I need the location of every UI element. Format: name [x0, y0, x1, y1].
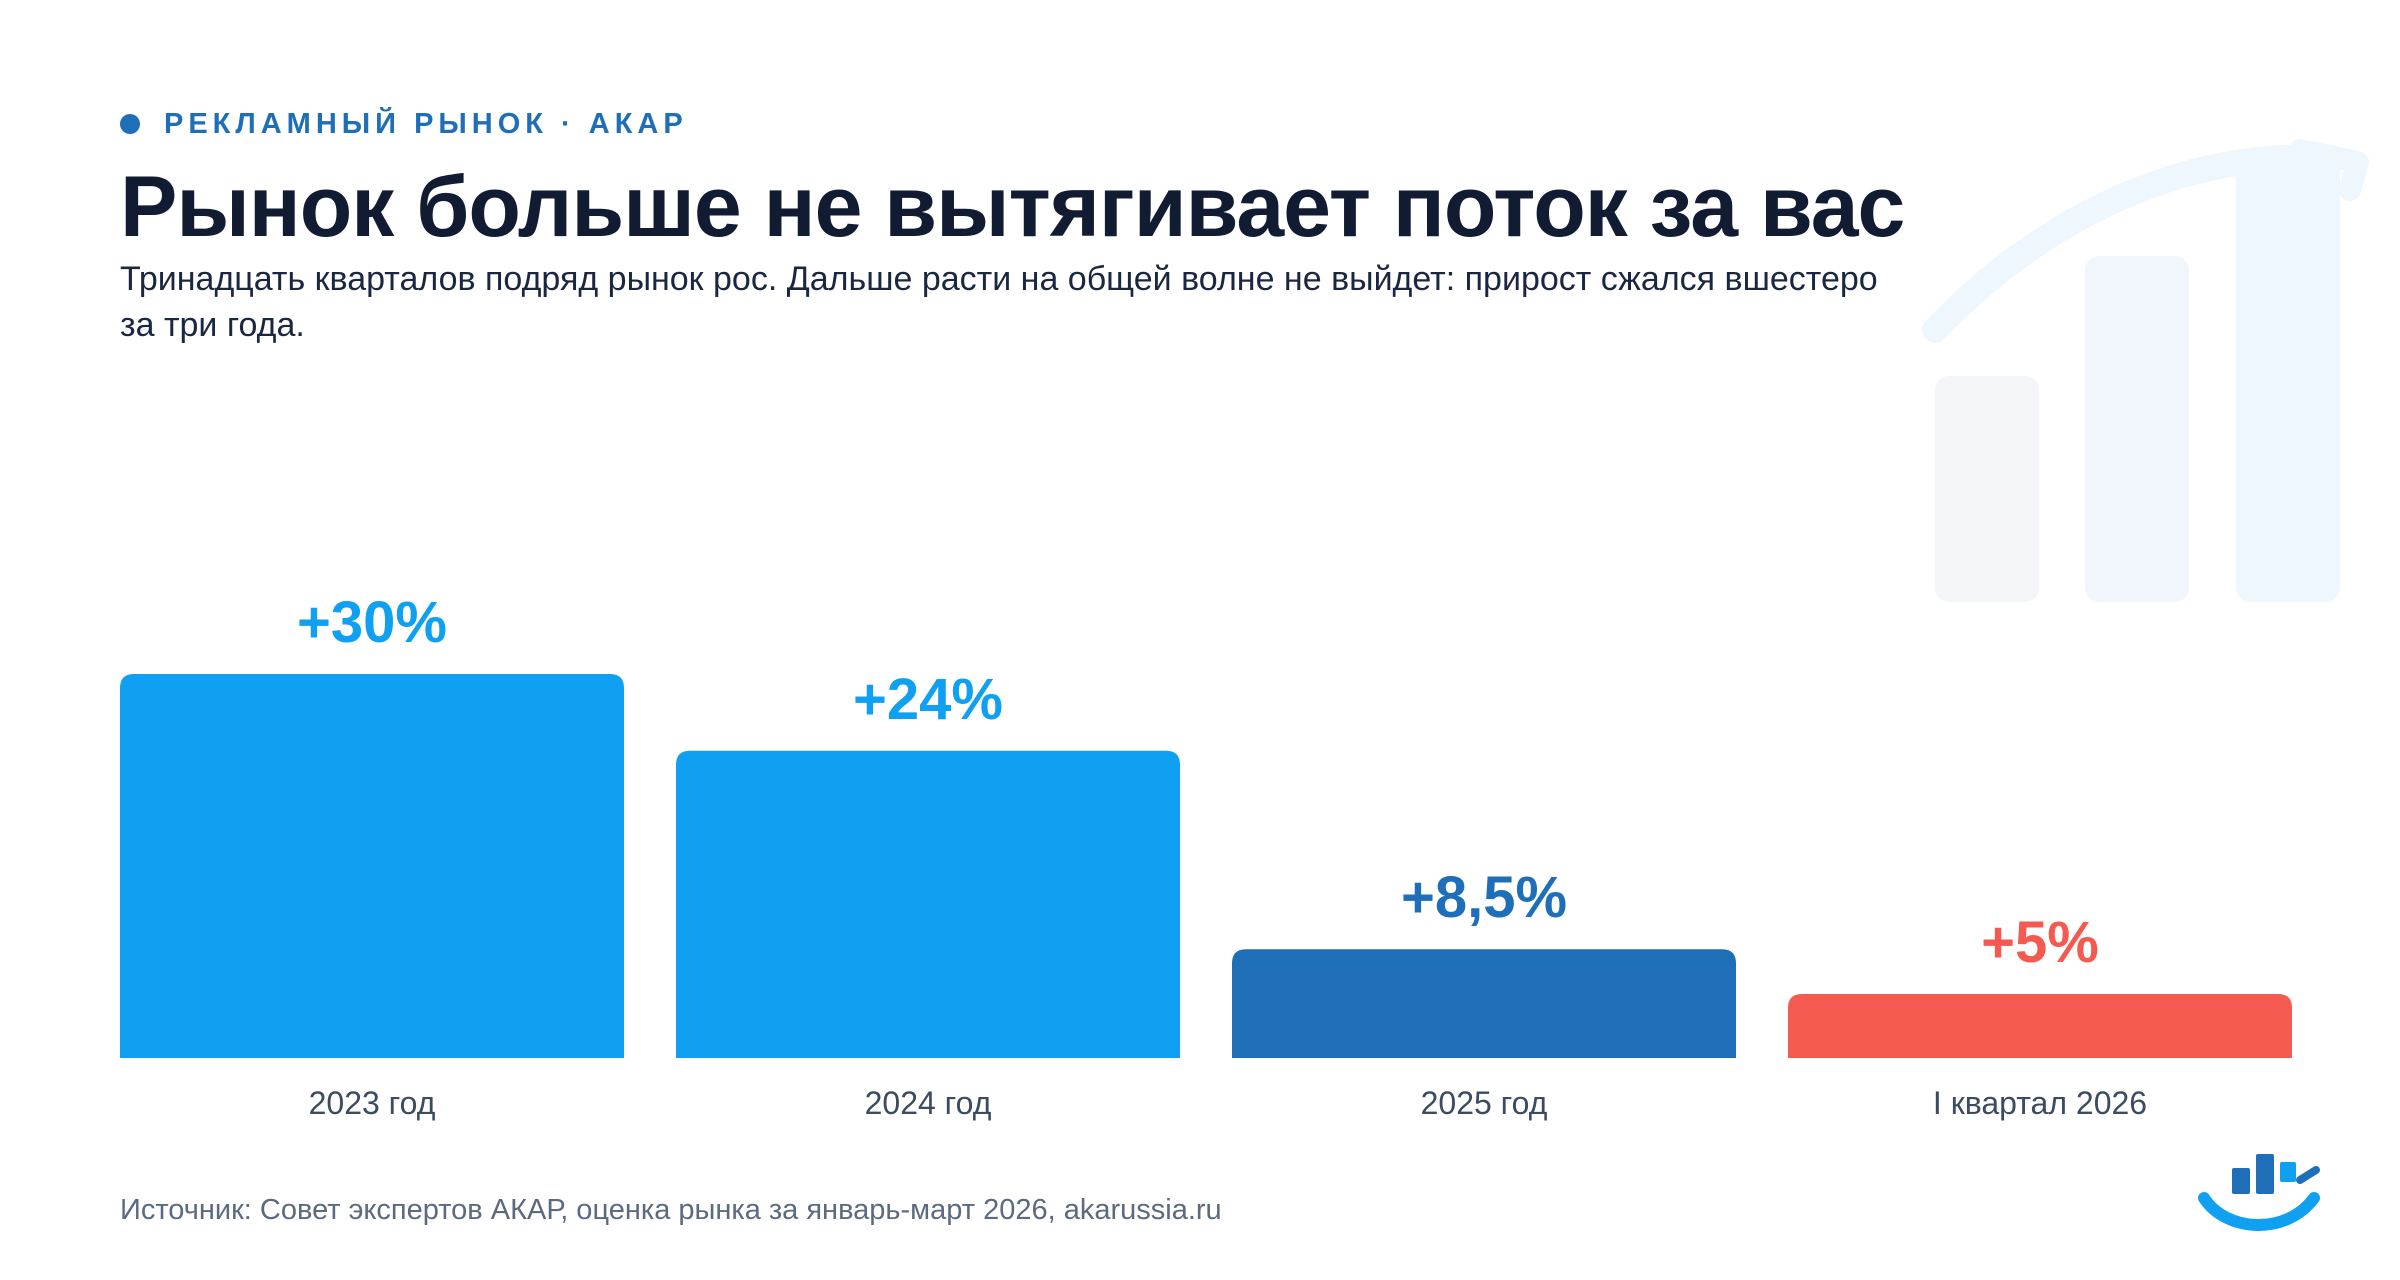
- akar-logo-icon: [2198, 1154, 2320, 1231]
- source-note: Источник: Совет экспертов АКАР, оценка р…: [120, 1194, 1222, 1226]
- eyebrow: РЕКЛАМНЫЙ РЫНОК · АКАР: [120, 104, 688, 144]
- page-title: Рынок больше не вытягивает поток за вас: [120, 159, 1905, 255]
- bar-1: [120, 674, 624, 1058]
- category-label-4: I квартал 2026: [1933, 1085, 2147, 1121]
- bar-2: [676, 750, 1180, 1058]
- eyebrow-text: РЕКЛАМНЫЙ РЫНОК · АКАР: [164, 107, 688, 140]
- category-label-3: 2025 год: [1421, 1085, 1548, 1121]
- value-label-3: +8,5%: [1401, 865, 1567, 930]
- value-label-1: +30%: [297, 590, 447, 655]
- value-label-4: +5%: [1981, 910, 2099, 975]
- category-label-2: 2024 год: [865, 1085, 992, 1121]
- category-label-1: 2023 год: [309, 1085, 436, 1121]
- eyebrow-dot-icon: [120, 114, 140, 134]
- value-label-2: +24%: [853, 667, 1003, 732]
- bar-3: [1232, 949, 1736, 1058]
- page-subtitle: Тринадцать кварталов подряд рынок рос. Д…: [120, 260, 1878, 344]
- bar-4: [1788, 994, 2292, 1058]
